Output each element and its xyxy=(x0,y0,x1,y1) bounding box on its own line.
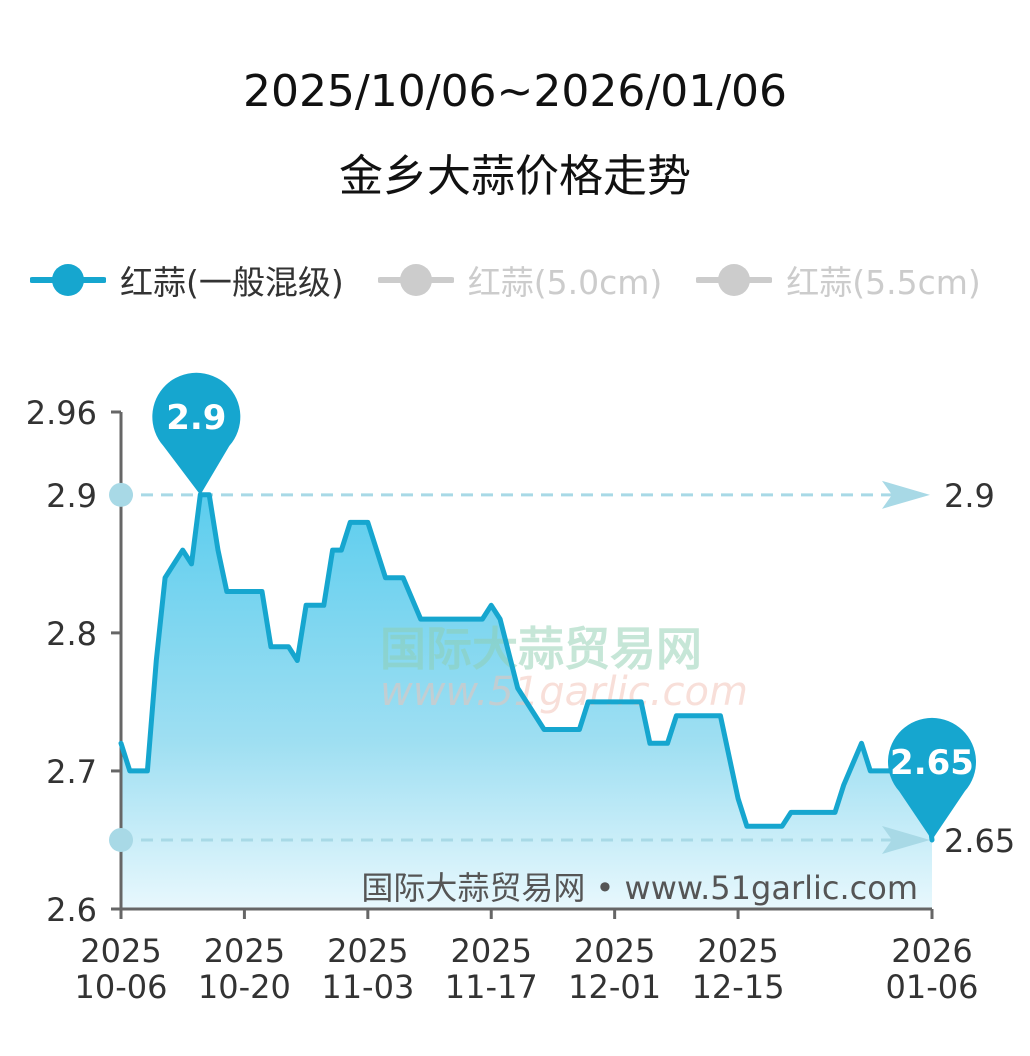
watermark-cn: 国际大蒜贸易网 xyxy=(380,622,702,676)
legend-marker-icon xyxy=(377,264,454,296)
x-tick-date: 01-06 xyxy=(886,968,979,1006)
x-tick-year: 2025 xyxy=(80,932,161,970)
source-footer: 国际大蒜贸易网 • www.51garlic.com xyxy=(361,869,918,907)
x-tick-date: 11-17 xyxy=(445,968,538,1006)
reference-dot xyxy=(109,482,133,507)
x-tick-date: 10-20 xyxy=(198,968,291,1006)
legend-label: 红蒜(5.5cm) xyxy=(786,263,981,302)
y-tick-label: 2.96 xyxy=(26,394,97,432)
x-tick-year: 2025 xyxy=(574,932,655,970)
arrow-icon xyxy=(882,480,930,509)
latest-pin-shape xyxy=(887,717,976,840)
legend-label: 红蒜(5.0cm) xyxy=(467,263,663,302)
x-tick-year: 2025 xyxy=(697,932,778,970)
legend: 红蒜(一般混级) 红蒜(5.0cm) 红蒜(5.5cm) xyxy=(30,256,1015,304)
reference-label: 2.9 xyxy=(944,477,995,515)
watermark: 国际大蒜贸易网 www.51garlic.com xyxy=(380,622,748,715)
chart-title: 金乡大蒜价格走势 xyxy=(339,151,691,202)
x-tick-date: 12-01 xyxy=(568,968,661,1006)
max-pin-label: 2.9 xyxy=(166,398,226,438)
legend-marker-icon xyxy=(696,264,773,296)
x-tick-date: 11-03 xyxy=(321,968,414,1006)
reference-dot xyxy=(109,827,133,852)
chart-title-date-range: 2025/10/06~2026/01/06 xyxy=(242,66,788,117)
x-tick-year: 2025 xyxy=(327,932,408,970)
legend-item-red-garlic-5-5cm[interactable]: 红蒜(5.5cm) xyxy=(696,256,981,304)
x-tick-year: 2025 xyxy=(204,932,285,970)
legend-item-red-garlic-5cm[interactable]: 红蒜(5.0cm) xyxy=(377,256,663,304)
arrow-icon xyxy=(882,825,930,854)
x-tick-date: 10-06 xyxy=(75,968,168,1006)
legend-marker-icon xyxy=(30,264,106,296)
legend-label: 红蒜(一般混级) xyxy=(120,263,344,302)
y-tick-label: 2.6 xyxy=(46,891,97,929)
legend-item-red-garlic-mixed[interactable]: 红蒜(一般混级) xyxy=(30,256,344,304)
reference-label: 2.65 xyxy=(944,822,1015,860)
x-tick-year: 2026 xyxy=(891,932,972,970)
y-tick-label: 2.8 xyxy=(46,615,97,653)
x-tick-date: 12-15 xyxy=(692,968,785,1006)
series-line xyxy=(118,492,935,843)
x-tick-year: 2025 xyxy=(451,932,532,970)
y-tick-label: 2.7 xyxy=(46,753,97,791)
max-pin-shape xyxy=(152,372,241,495)
watermark-url: www.51garlic.com xyxy=(380,669,748,715)
y-tick-label: 2.9 xyxy=(46,477,97,515)
latest-pin-label: 2.65 xyxy=(890,743,974,783)
